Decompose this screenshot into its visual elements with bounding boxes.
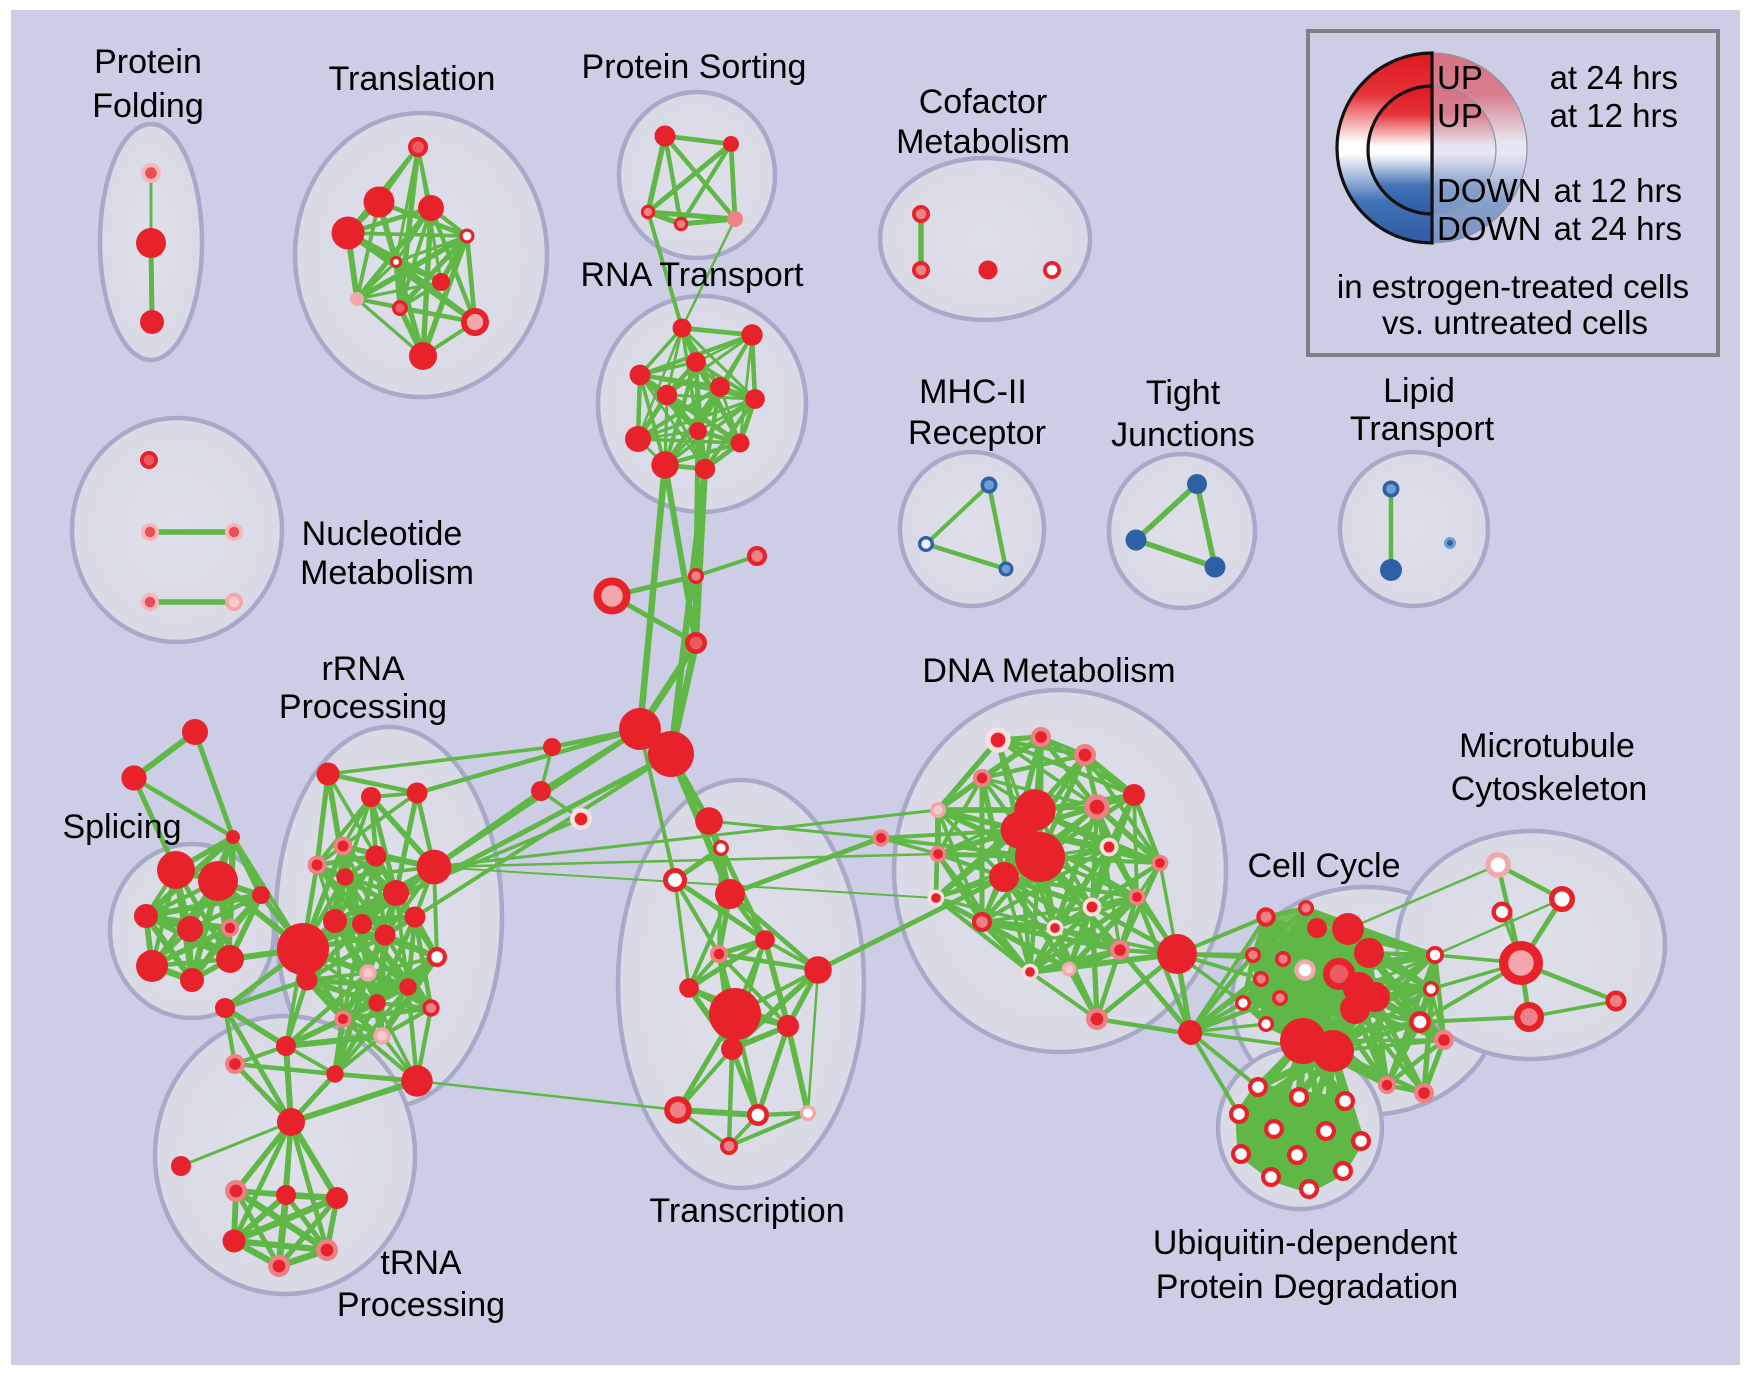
svg-text:rRNA: rRNA — [321, 650, 404, 688]
svg-text:tRNA: tRNA — [380, 1244, 462, 1282]
svg-text:Protein Degradation: Protein Degradation — [1156, 1268, 1458, 1306]
svg-text:Metabolism: Metabolism — [300, 554, 474, 592]
svg-text:Folding: Folding — [92, 87, 204, 125]
svg-text:DOWN: DOWN — [1437, 172, 1541, 209]
svg-text:Tight: Tight — [1146, 374, 1221, 412]
svg-text:in estrogen-treated cells: in estrogen-treated cells — [1337, 268, 1689, 305]
svg-text:Cell Cycle: Cell Cycle — [1247, 847, 1400, 885]
svg-text:Transport: Transport — [1350, 410, 1495, 448]
svg-text:at 12 hrs: at 12 hrs — [1550, 97, 1678, 134]
svg-text:DNA Metabolism: DNA Metabolism — [922, 652, 1175, 690]
svg-text:at 24 hrs: at 24 hrs — [1554, 210, 1682, 247]
svg-text:Protein: Protein — [94, 43, 202, 81]
svg-text:Protein Sorting: Protein Sorting — [582, 48, 807, 86]
svg-text:Ubiquitin-dependent: Ubiquitin-dependent — [1153, 1224, 1458, 1262]
svg-text:UP: UP — [1437, 59, 1483, 96]
svg-text:Junctions: Junctions — [1111, 416, 1255, 454]
svg-text:Nucleotide: Nucleotide — [302, 515, 463, 553]
svg-text:Transcription: Transcription — [649, 1192, 844, 1230]
svg-text:DOWN: DOWN — [1437, 210, 1541, 247]
svg-text:Processing: Processing — [337, 1286, 505, 1324]
svg-text:Lipid: Lipid — [1383, 372, 1455, 410]
svg-text:Cytoskeleton: Cytoskeleton — [1451, 770, 1648, 808]
svg-text:MHC-II: MHC-II — [919, 373, 1027, 411]
svg-text:Processing: Processing — [279, 688, 447, 726]
svg-text:Receptor: Receptor — [908, 414, 1046, 452]
svg-text:Translation: Translation — [329, 60, 496, 98]
svg-text:Splicing: Splicing — [62, 808, 181, 846]
svg-text:vs. untreated cells: vs. untreated cells — [1382, 304, 1648, 341]
svg-text:RNA Transport: RNA Transport — [581, 256, 805, 294]
svg-text:Cofactor: Cofactor — [919, 83, 1048, 121]
svg-text:at 24 hrs: at 24 hrs — [1550, 59, 1678, 96]
svg-text:Metabolism: Metabolism — [896, 123, 1070, 161]
svg-text:at 12 hrs: at 12 hrs — [1554, 172, 1682, 209]
svg-text:UP: UP — [1437, 97, 1483, 134]
svg-text:Microtubule: Microtubule — [1459, 727, 1635, 765]
